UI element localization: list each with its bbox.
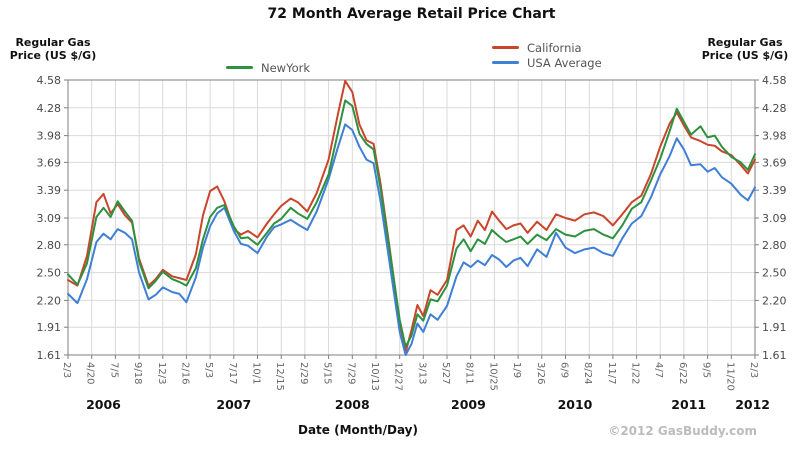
x-tick-label: 5/15 xyxy=(322,362,333,384)
legend-item-usa-average: USA Average xyxy=(492,55,602,70)
x-tick-label: 2/16 xyxy=(179,362,190,384)
x-tick-label: 6/9 xyxy=(559,362,570,378)
y-tick-label-left: 2.20 xyxy=(37,294,62,307)
y-tick-label-right: 1.61 xyxy=(762,349,787,362)
x-tick-label: 7/29 xyxy=(345,362,356,384)
legend-label-usa-average: USA Average xyxy=(527,55,602,70)
x-tick-label: 3/26 xyxy=(535,362,546,384)
y-tick-label-left: 2.50 xyxy=(37,267,62,280)
newyork-line-swatch xyxy=(226,66,253,69)
chart-title: 72 Month Average Retail Price Chart xyxy=(267,6,556,22)
x-axis-title: Date (Month/Day) xyxy=(298,423,418,437)
x-tick-label: 11/20 xyxy=(724,362,735,391)
x-tick-label: 4/7 xyxy=(653,362,664,378)
series-line-newyork xyxy=(67,99,756,348)
x-tick-label: 5/27 xyxy=(440,362,451,384)
x-tick-label: 1/22 xyxy=(630,362,641,384)
x-tick-label: 12/15 xyxy=(274,362,285,391)
y-tick-label-right: 2.80 xyxy=(762,239,787,252)
watermark: ©2012 GasBuddy.com xyxy=(608,424,757,438)
y-tick-label-left: 3.39 xyxy=(37,184,62,197)
x-tick-label: 3/13 xyxy=(416,362,427,384)
california-line-swatch xyxy=(492,46,519,49)
x-tick-label: 10/13 xyxy=(369,362,380,391)
x-tick-label: 12/3 xyxy=(156,362,167,384)
x-tick-label: 10/1 xyxy=(251,362,262,384)
y-axis-header-left: Regular Gas Price (US $/G) xyxy=(2,36,104,62)
y-axis-header-line2: Price (US $/G) xyxy=(701,49,789,62)
x-tick-label: 9/5 xyxy=(701,362,712,378)
year-label: 2006 xyxy=(86,397,121,412)
y-tick-label-right: 3.09 xyxy=(762,212,787,225)
x-tick-label: 8/11 xyxy=(464,362,475,384)
legend-label-california: California xyxy=(527,40,582,55)
year-label: 2011 xyxy=(671,397,706,412)
y-tick-label-left: 4.28 xyxy=(37,102,62,115)
series-line-california xyxy=(67,79,756,354)
series-line-usa-average xyxy=(67,123,756,356)
x-tick-label: 2/29 xyxy=(298,362,309,384)
x-tick-label: 7/5 xyxy=(108,362,119,378)
year-label: 2012 xyxy=(735,397,770,412)
legend-label-newyork: NewYork xyxy=(261,60,311,75)
y-tick-label-right: 3.39 xyxy=(762,184,787,197)
x-tick-label: 5/3 xyxy=(203,362,214,378)
legend-item-california: California xyxy=(492,40,602,55)
y-tick-label-right: 2.50 xyxy=(762,267,787,280)
y-tick-label-right: 2.20 xyxy=(762,294,787,307)
legend-item-newyork: NewYork xyxy=(226,60,310,75)
year-label: 2010 xyxy=(558,397,593,412)
y-tick-label-right: 1.91 xyxy=(762,321,787,334)
x-tick-label: 2/3 xyxy=(61,362,72,378)
x-tick-label: 10/25 xyxy=(487,362,498,391)
y-tick-label-left: 1.61 xyxy=(37,349,62,362)
y-tick-label-left: 3.98 xyxy=(37,130,62,143)
x-tick-label: 11/7 xyxy=(606,362,617,384)
y-tick-label-right: 3.69 xyxy=(762,156,787,169)
y-tick-label-left: 3.69 xyxy=(37,156,62,169)
year-label: 2007 xyxy=(216,397,251,412)
x-tick-label: 12/27 xyxy=(393,362,404,391)
y-axis-header-line1: Regular Gas xyxy=(15,36,91,49)
x-tick-label: 8/24 xyxy=(582,362,593,384)
legend: California USA Average xyxy=(492,40,602,70)
y-tick-label-left: 3.09 xyxy=(37,212,62,225)
y-axis-header-right: Regular Gas Price (US $/G) xyxy=(693,36,797,62)
y-tick-label-right: 3.98 xyxy=(762,130,787,143)
y-tick-label-left: 4.58 xyxy=(37,74,62,87)
y-tick-label-left: 2.80 xyxy=(37,239,62,252)
x-tick-label: 7/17 xyxy=(227,362,238,384)
x-tick-label: 9/18 xyxy=(132,362,143,384)
y-tick-label-right: 4.28 xyxy=(762,102,787,115)
y-tick-label-left: 1.91 xyxy=(37,321,62,334)
x-tick-label: 6/22 xyxy=(677,362,688,384)
y-axis-header-line2: Price (US $/G) xyxy=(9,49,97,62)
plot-border xyxy=(67,79,756,356)
y-axis-header-line1: Regular Gas xyxy=(707,36,783,49)
x-tick-label: 1/9 xyxy=(511,362,522,378)
year-label: 2009 xyxy=(451,397,486,412)
x-tick-label: 4/20 xyxy=(85,362,96,384)
usa-average-line-swatch xyxy=(492,61,519,64)
y-tick-label-right: 4.58 xyxy=(762,74,787,87)
x-tick-label: 2/3 xyxy=(748,362,759,378)
year-label: 2008 xyxy=(335,397,370,412)
